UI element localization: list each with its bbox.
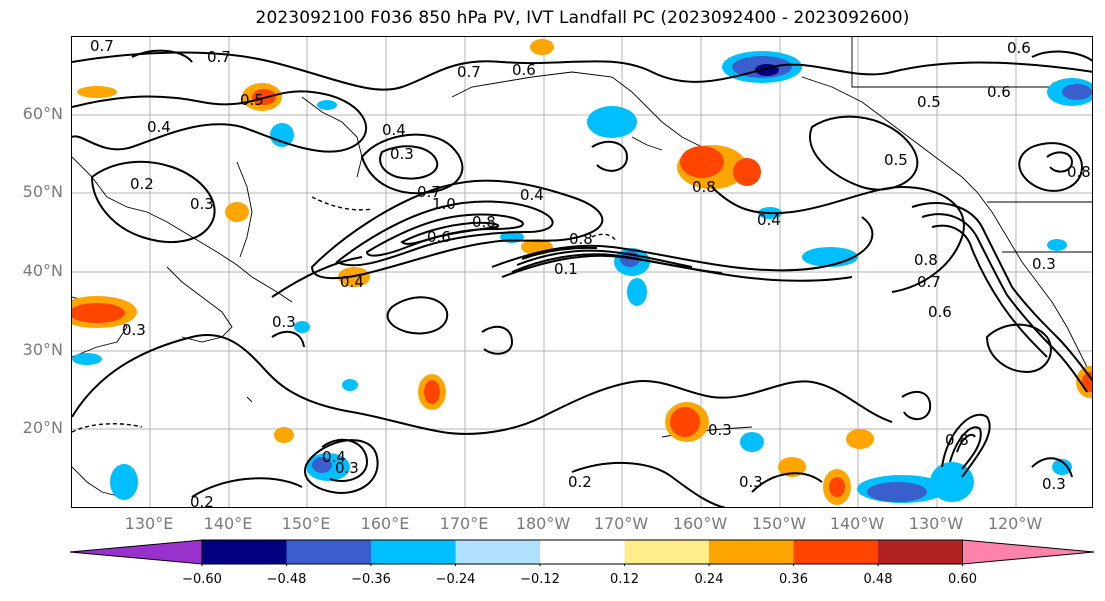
contour-label: 0.3 <box>1032 255 1056 273</box>
graticule <box>72 37 1092 507</box>
contour-label: 0.8 <box>692 178 716 196</box>
colorbar <box>69 539 1095 566</box>
lon-label-180w: 180°W <box>515 514 571 533</box>
contour-label: 0.3 <box>739 473 763 491</box>
contour-label: 0.3 <box>272 313 296 331</box>
contour-label: 0.6 <box>427 228 451 246</box>
colorbar-segment <box>624 540 709 564</box>
lat-label-30n: 30°N <box>22 340 63 359</box>
contour-label: 0.4 <box>520 186 544 204</box>
colorbar-segment <box>455 540 540 564</box>
colorbar-tick-label: 0.24 <box>694 572 724 587</box>
contour-label: 0.3 <box>122 321 146 339</box>
contour-label: 0.7 <box>207 48 231 66</box>
colorbar-extend-high <box>962 539 1095 565</box>
contour-label: 0.4 <box>322 448 346 466</box>
contour-label: 0.2 <box>568 473 592 491</box>
contour-labels: 0.7 0.7 0.6 0.7 0.6 0.5 0.4 0.4 0.3 0.2 … <box>90 37 1091 508</box>
contour-label: 0.2 <box>190 493 214 508</box>
map-panel: 0.7 0.7 0.6 0.7 0.6 0.5 0.4 0.4 0.3 0.2 … <box>71 36 1093 508</box>
lon-label-140e: 140°E <box>203 514 253 533</box>
lon-label-120w: 120°W <box>987 514 1043 533</box>
contour-label: 0.4 <box>382 121 406 139</box>
contour-label: 0.8 <box>945 431 969 449</box>
contour-label: 0.3 <box>335 459 359 477</box>
lon-label-160w: 160°W <box>672 514 728 533</box>
colorbar-tick-label: 0.60 <box>948 572 977 587</box>
lat-label-20n: 20°N <box>22 418 63 437</box>
colorbar-extend-low <box>69 539 203 565</box>
contour-label: 0.4 <box>340 273 364 291</box>
lon-label-150e: 150°E <box>281 514 331 533</box>
contour-label: 0.6 <box>1007 39 1031 57</box>
lon-label-170e: 170°E <box>439 514 489 533</box>
contour-label: 0.3 <box>708 421 732 439</box>
contour-label: 0.3 <box>190 195 214 213</box>
contour-label: 0.7 <box>917 273 941 291</box>
map-svg: 0.7 0.7 0.6 0.7 0.6 0.5 0.4 0.4 0.3 0.2 … <box>72 37 1092 508</box>
lon-label-130w: 130°W <box>908 514 964 533</box>
contour-label: 1.0 <box>432 195 456 213</box>
contour-label: 0.3 <box>390 145 414 163</box>
contour-label: 0.5 <box>240 91 264 109</box>
map-title: 2023092100 F036 850 hPa PV, IVT Landfall… <box>255 8 910 28</box>
colorbar-tick-label: 0.48 <box>863 572 893 587</box>
contour-label: 0.2 <box>130 175 154 193</box>
contour-label: 0.3 <box>1042 475 1066 493</box>
contour-label: 0.7 <box>457 63 481 81</box>
colorbar-segment <box>709 540 794 564</box>
colorbar-tick-label: 0.36 <box>779 572 808 587</box>
contour-label: 0.8 <box>1067 163 1091 181</box>
contour-label: 0.6 <box>987 83 1011 101</box>
contour-label: 0.5 <box>884 151 908 169</box>
contour-label: 0.6 <box>928 303 952 321</box>
colorbar-segment <box>371 540 456 564</box>
colorbar-tick-label: −0.12 <box>520 572 560 587</box>
lat-label-60n: 60°N <box>22 104 63 123</box>
lon-label-170w: 170°W <box>593 514 649 533</box>
contour-label: 0.6 <box>512 61 536 79</box>
lon-label-150w: 150°W <box>751 514 807 533</box>
colorbar-segment <box>793 540 878 564</box>
contour-label: 0.8 <box>914 251 938 269</box>
contour-label: 0.8 <box>569 230 593 248</box>
dashed-contours <box>72 196 618 433</box>
colorbar-segment <box>878 540 963 564</box>
colorbar-tick-label: −0.60 <box>182 572 222 587</box>
colorbar-segment <box>286 540 371 564</box>
contour-label: 0.8 <box>472 213 496 231</box>
contour-label: 0.4 <box>147 118 171 136</box>
colorbar-tick-label: 0.12 <box>610 572 639 587</box>
colorbar-tick-label: −0.24 <box>435 572 476 587</box>
lon-label-140w: 140°W <box>829 514 885 533</box>
colorbar-segment <box>202 540 287 564</box>
colorbar-segment <box>540 540 625 564</box>
contour-label: 0.4 <box>757 211 781 229</box>
lat-label-50n: 50°N <box>22 182 63 201</box>
contour-label: 0.7 <box>417 183 441 201</box>
positive-anomalies <box>72 39 1092 505</box>
colorbar-tick-label: −0.48 <box>266 572 307 587</box>
lat-label-40n: 40°N <box>22 261 63 280</box>
contour-label: 0.7 <box>90 37 114 55</box>
lon-label-130e: 130°E <box>124 514 174 533</box>
lon-label-160e: 160°E <box>360 514 410 533</box>
contour-label: 0.1 <box>554 260 578 278</box>
colorbar-tick-label: −0.36 <box>351 572 391 587</box>
pv-contours <box>72 49 1092 507</box>
contour-label: 0.5 <box>917 93 941 111</box>
